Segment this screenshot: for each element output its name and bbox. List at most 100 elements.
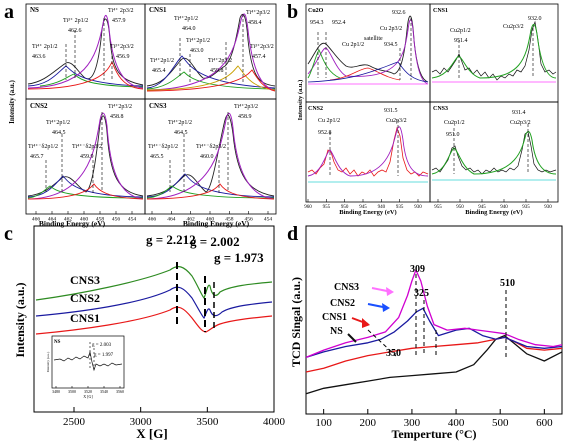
cns3-ti4d-2p12-fit xyxy=(146,185,275,199)
b-cns3-peak-value-2: 931.4 xyxy=(512,110,526,116)
panel-b: b Intensity (a.u.) Binding Energy (eV) B… xyxy=(287,1,559,216)
legend-cns1: CNS1 xyxy=(70,311,100,325)
inset-tick-label: 3480 xyxy=(52,389,60,394)
cu2o-peak-value-1: 954.3 xyxy=(310,20,324,26)
inset-g-2003: g = 2.003 xyxy=(92,343,112,348)
panel-a-left-tick-label: 460 xyxy=(80,217,89,223)
cu2o-fit-red xyxy=(329,67,401,81)
panel-a-xlabel-right: Binding Energy (eV) xyxy=(183,219,250,228)
panel-d-tick-label: 300 xyxy=(404,417,421,429)
subpanel-cns2: CNS2 Ti⁴⁺2p1/2 464.5 Ti⁴⁺2p3/2 458.8 Ti⁴… xyxy=(27,102,144,200)
ns-peak-label-4: Ti³⁺2p3/2 xyxy=(110,43,134,50)
ns-ti3-2p12-fit xyxy=(39,73,144,88)
cu2o-fit-blue xyxy=(307,61,429,83)
panel-b-right-tick-label: 950 xyxy=(456,205,464,210)
cns2-peak-value-2: 458.8 xyxy=(110,114,124,120)
arrowhead-cns2 xyxy=(382,303,390,312)
g-label-1973: g = 1.973 xyxy=(214,250,264,265)
panel-b-right-tick-label: 930 xyxy=(544,205,552,210)
cns1-ti3-2p32-fit xyxy=(146,69,276,92)
arrowhead-cns3 xyxy=(386,287,394,296)
panel-b-left-tick-label: 950 xyxy=(341,205,349,210)
panel-c-frame xyxy=(33,225,275,413)
legend-cns3: CNS3 xyxy=(70,273,100,287)
epr-curve-cns1 xyxy=(35,306,273,335)
panel-c-xlabel: X [G] xyxy=(136,426,167,441)
legend-cns2: CNS2 xyxy=(70,291,100,305)
cns2-ti4-2p12-fit xyxy=(27,175,144,198)
cns1-peak-value-3: 458.4 xyxy=(248,20,262,26)
ns-envelope-curve xyxy=(27,18,144,86)
peak-label-510: 510 xyxy=(500,278,515,289)
b-cns3-peak-label-2: Cu2p3/2 xyxy=(510,120,531,126)
cns1-peak-label-6: Ti³⁺2p3/2 xyxy=(250,43,274,50)
cns3-peak-label-1: Ti⁴⁺2p1/2 xyxy=(168,119,192,126)
cns1-peak-value-4: 465.4 xyxy=(152,68,166,74)
panel-c-xticks: 2500 3000 3500 4000 xyxy=(63,407,286,428)
cu2o-peak-value-5: 932.6 xyxy=(392,10,406,16)
cu2o-peak-label-3: Cu 2p1/2 xyxy=(342,42,364,48)
panel-b-left-tick-label: 930 xyxy=(414,205,422,210)
panel-d-tick-label: 100 xyxy=(315,417,332,429)
panel-b-ylabel: Intensity (a.u.) xyxy=(297,80,304,121)
subpanel-cu2o: Cu2O 954.3 952.4 Cu 2p1/2 satellite Cu 2… xyxy=(307,8,429,85)
peak-label-309: 309 xyxy=(410,264,425,275)
cns1-peak-value-5: 459.8 xyxy=(210,68,224,74)
legend-d-cns1: CNS1 xyxy=(322,312,347,323)
cns3-ti4d-2p32-fit xyxy=(146,183,275,200)
subpanel-ns: NS Ti⁴⁺ 2p1/2 463.6 Ti³⁺ 2p1/2 462.6 Ti⁴… xyxy=(27,6,144,90)
cns3-peak-label-2: Ti⁴⁺2p3/2 xyxy=(234,103,258,110)
b-cns2-raw-curve xyxy=(307,126,429,177)
panel-a-right-tick-label: 464 xyxy=(167,217,176,223)
inset-xlabel: X [G] xyxy=(83,394,93,399)
g-label-2002: g = 2.002 xyxy=(190,234,240,249)
b-cns2-peak-label-1: Cu 2p1/2 xyxy=(318,118,340,124)
panel-b-left-tick-label: 945 xyxy=(359,205,367,210)
panel-c-tick-label: 3500 xyxy=(196,416,219,428)
panel-d-tick-label: 200 xyxy=(360,417,377,429)
cu2o-peak-label-4: satellite xyxy=(364,36,383,42)
cns3-peak-label-4: Ti⁴⁺⁻δ2p3/2 xyxy=(196,143,226,150)
subpanel-b-cns3: CNS3 Cu2p1/2 951.0 931.4 Cu2p3/2 xyxy=(431,106,557,181)
panel-b-right-tick-label: 945 xyxy=(478,205,486,210)
panel-a-left-tick-label: 456 xyxy=(112,217,121,223)
cns2-ti4-2p32-fit xyxy=(27,112,144,200)
cns3-peak-value-4: 460.0 xyxy=(200,154,214,160)
inset-xticks: 3480 3500 3520 3540 3560 xyxy=(52,386,124,394)
panel-d-tick-label: 500 xyxy=(492,417,509,429)
arrow-ns xyxy=(347,333,357,343)
cns2-peak-label-1: Ti⁴⁺2p1/2 xyxy=(46,119,70,126)
panel-c-tick-label: 2500 xyxy=(63,416,86,428)
panel-d-frame xyxy=(305,225,563,415)
b-cns1-fit-curve xyxy=(431,24,557,79)
subpanel-frame-cns3 xyxy=(144,98,277,215)
panel-a-right-tick-label: 466 xyxy=(148,217,157,223)
panel-a-xticks-left: 466 464 462 460 458 456 454 xyxy=(32,211,137,223)
panel-d-xticks: 100 200 300 400 500 600 xyxy=(315,409,553,429)
epr-curve-cns2 xyxy=(35,286,273,320)
cns2-ti4d-2p12-fit xyxy=(27,185,144,199)
cns1-peak-label-3: Ti⁴⁺2p3/2 xyxy=(246,9,270,16)
inset-tick-label: 3500 xyxy=(68,389,76,394)
panel-a-left-tick-label: 454 xyxy=(128,217,137,223)
panel-a-right-tick-label: 454 xyxy=(264,217,273,223)
cns3-peak-value-3: 465.5 xyxy=(150,154,164,160)
cns1-name: CNS1 xyxy=(149,6,167,14)
g-label-2212: g = 2.212 xyxy=(146,232,196,247)
b-cns1-name: CNS1 xyxy=(433,8,448,14)
cns1-peak-label-5: Ti⁴⁺2p3/2 xyxy=(208,57,232,64)
panel-d-xlabel: Temperture (°C) xyxy=(391,427,476,441)
b-cns3-raw-curve xyxy=(431,131,557,175)
inset-tick-label: 3560 xyxy=(116,389,124,394)
cu2o-name: Cu2O xyxy=(308,8,324,14)
panel-a-right-tick-label: 458 xyxy=(225,217,234,223)
panel-b-xlabel-left: Binding Energy (eV) xyxy=(339,209,396,216)
cns3-peak-value-1: 464.5 xyxy=(174,130,188,136)
inset-ylabel: Intensity (a.u.) xyxy=(46,351,50,372)
legend-d-cns3: CNS3 xyxy=(334,282,359,293)
panel-c-tick-label: 3000 xyxy=(130,416,153,428)
b-cns1-peak-value-1: 951.4 xyxy=(454,38,468,44)
panel-b-xticks-right: 955 950 945 940 935 930 xyxy=(434,199,552,210)
cu2o-peak-value-6: 934.5 xyxy=(384,42,398,48)
cns3-peak-value-2: 458.9 xyxy=(238,114,252,120)
